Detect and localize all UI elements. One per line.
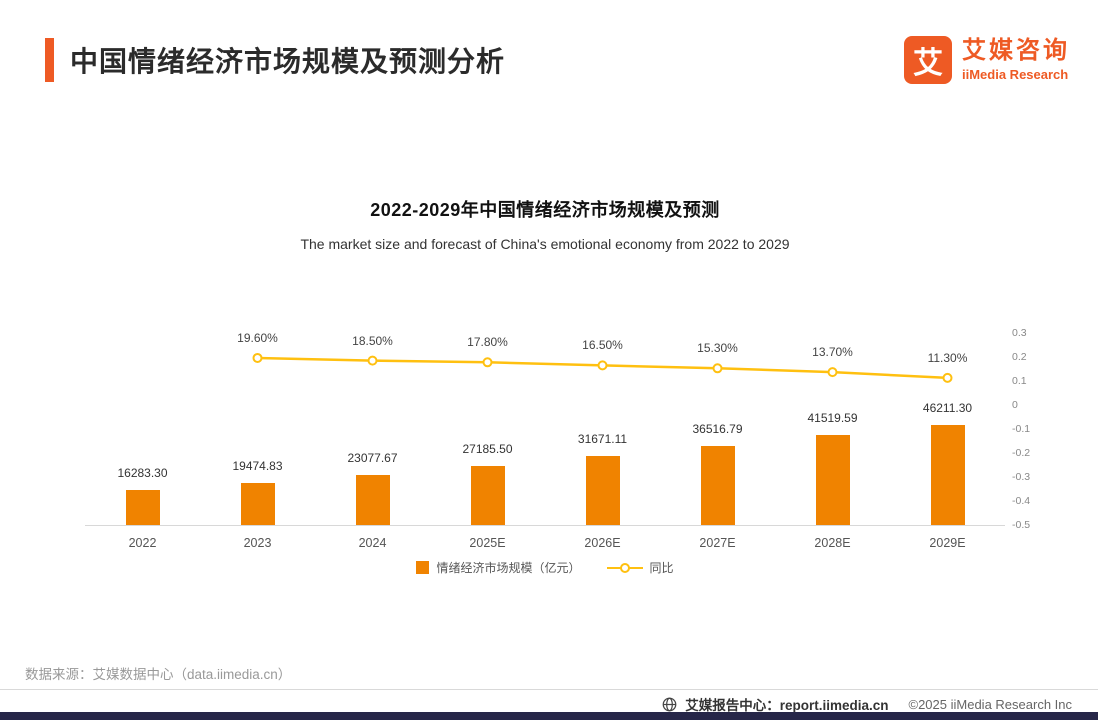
x-axis-label: 2023 [243, 536, 272, 550]
bar-2022 [125, 489, 160, 525]
page-title: 中国情绪经济市场规模及预测分析 [70, 46, 506, 77]
title-accent-bar [45, 38, 54, 82]
right-axis-tick: 0.1 [1012, 375, 1027, 387]
line-marker [597, 360, 608, 371]
bar-value-label: 46211.30 [922, 401, 973, 415]
right-axis-tick: -0.4 [1012, 495, 1031, 507]
right-axis-tick: 0.3 [1012, 327, 1027, 339]
line-marker [827, 367, 838, 378]
yoy-value-label: 19.60% [237, 330, 278, 345]
right-axis-tick: 0.2 [1012, 351, 1027, 363]
brand-name-en: iiMedia Research [962, 66, 1069, 82]
bar-2027E [700, 445, 735, 525]
x-axis-label: 2022 [128, 536, 157, 550]
brand-logo: 艾 艾媒咨询 iiMedia Research [904, 36, 1070, 84]
yoy-value-label: 16.50% [582, 338, 623, 353]
right-axis-tick: -0.2 [1012, 447, 1031, 459]
x-axis-label: 2024 [358, 536, 387, 550]
bar-2025E [470, 466, 505, 525]
iimedia-logo-icon: 艾 [904, 36, 952, 84]
yoy-value-label: 17.80% [467, 335, 508, 350]
bar-value-label: 36516.79 [692, 421, 743, 436]
right-axis-tick: -0.5 [1012, 519, 1031, 531]
x-axis-label: 2028E [814, 536, 851, 550]
chart-heading: 2022-2029年中国情绪经济市场规模及预测 The market size … [85, 196, 1005, 252]
footer: 艾媒报告中心：report.iimedia.cn ©2025 iiMedia R… [662, 694, 1072, 714]
yoy-value-label: 11.30% [927, 350, 968, 365]
bottom-accent-strip [0, 712, 1098, 720]
bar-legend-swatch [416, 561, 430, 574]
report-center-text: 艾媒报告中心：report.iimedia.cn [685, 698, 889, 713]
bar-value-label: 16283.30 [117, 465, 168, 480]
footer-divider [0, 689, 1098, 690]
line-marker [482, 357, 493, 368]
line-marker [252, 352, 263, 363]
line-marker [367, 355, 378, 366]
line-legend-marker [619, 563, 630, 573]
line-marker [712, 363, 723, 374]
right-axis-tick: 0 [1012, 399, 1018, 411]
chart-subtitle: The market size and forecast of China's … [300, 236, 790, 252]
bar-2026E [585, 456, 620, 525]
bar-2029E [930, 425, 965, 525]
right-axis-tick: -0.1 [1012, 423, 1031, 435]
chart-right-axis: 0.3 0.2 0.1 0 -0.1 -0.2 -0.3 -0.4 -0.5 [1012, 300, 1054, 540]
line-legend-label: 同比 [649, 561, 674, 575]
bar-value-label: 31671.11 [577, 432, 628, 447]
yoy-line-chart [252, 352, 953, 383]
bar-2028E [815, 435, 850, 525]
legend-item-bar: 情绪经济市场规模（亿元） [416, 559, 581, 576]
x-axis-label: 2029E [929, 536, 966, 550]
chart-title: 2022-2029年中国情绪经济市场规模及预测 [370, 200, 720, 220]
x-axis-label: 2026E [584, 536, 621, 550]
chart-plot-area: 16283.30 2022 19474.83 2023 23077.67 2024 2718… [85, 300, 1005, 550]
brand-name-cn: 艾媒咨询 [962, 37, 1070, 65]
bar-value-label: 19474.83 [232, 458, 283, 473]
bar-value-label: 23077.67 [347, 451, 398, 466]
yoy-value-label: 13.70% [812, 345, 853, 360]
chart-legend: 情绪经济市场规模（亿元） 同比 [85, 559, 1005, 576]
bar-legend-label: 情绪经济市场规模（亿元） [436, 561, 581, 575]
copyright-text: ©2025 iiMedia Research Inc [908, 696, 1073, 712]
yoy-value-label: 15.30% [697, 341, 738, 356]
legend-item-line: 同比 [606, 559, 674, 576]
bar-value-label: 41519.59 [807, 411, 858, 426]
x-axis-label: 2027E [699, 536, 736, 550]
yoy-value-label: 18.50% [352, 333, 393, 348]
line-marker [942, 372, 953, 383]
globe-icon [662, 697, 677, 712]
x-axis-label: 2025E [469, 536, 506, 550]
logo-glyph: 艾 [913, 47, 943, 80]
brand-text: 艾媒咨询 iiMedia Research [962, 37, 1070, 82]
bar-2023 [240, 482, 275, 525]
bar-2024 [355, 475, 390, 525]
bar-value-label: 27185.50 [462, 442, 513, 457]
data-source-note: 数据来源：艾媒数据中心（data.iimedia.cn） [25, 667, 292, 682]
right-axis-tick: -0.3 [1012, 471, 1031, 483]
slide-header: 中国情绪经济市场规模及预测分析 艾 艾媒咨询 iiMedia Research [45, 36, 1070, 84]
line-legend-swatch [606, 562, 643, 573]
